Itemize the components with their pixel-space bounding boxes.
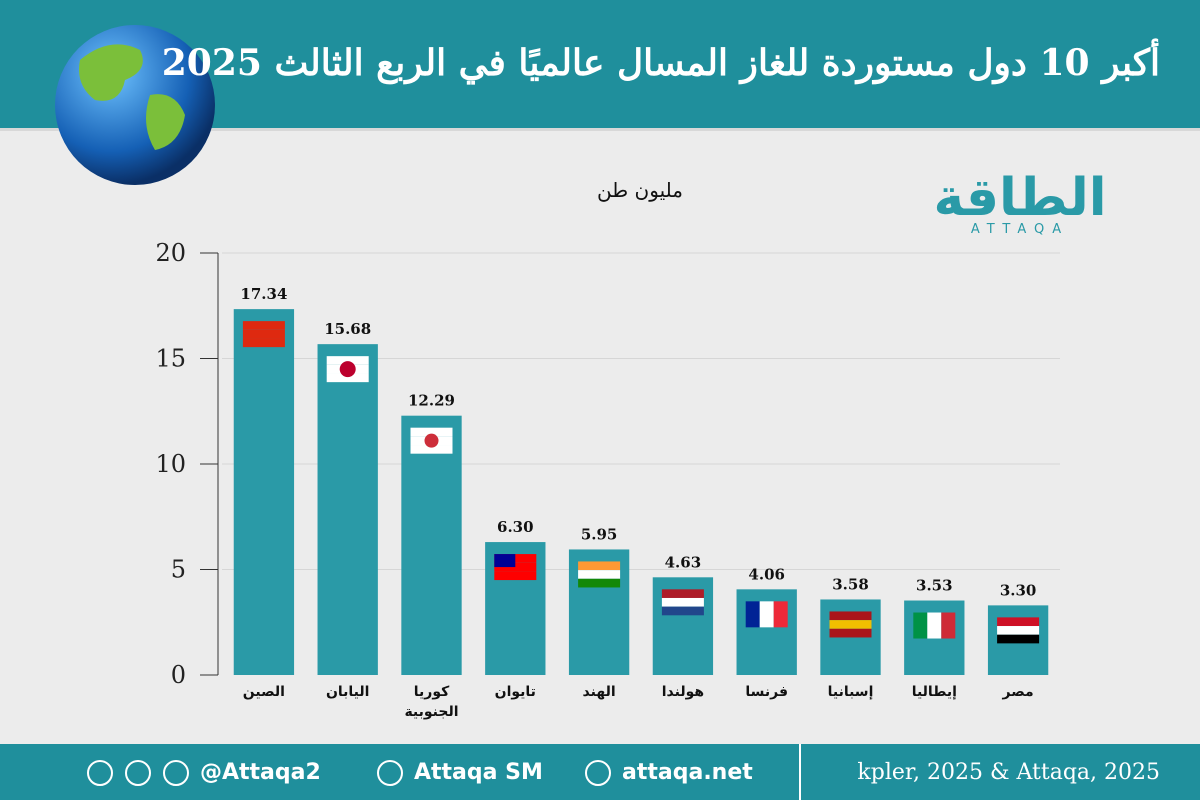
y-tick-label: 15 [155, 345, 186, 373]
value-label: 3.58 [832, 575, 869, 593]
footer-source: kpler, 2025 & Attaqa, 2025 [857, 760, 1160, 785]
x-tick-label: الهند [582, 684, 616, 700]
x-tick-label: فرنسا [745, 684, 788, 700]
chart-title: أكبر 10 دول مستوردة للغاز المسال عالميًا… [161, 42, 1160, 84]
flag [913, 612, 928, 639]
x-tick-label: كوريا الجنوبية [404, 684, 459, 720]
flag [494, 554, 516, 568]
x-tick-label: هولندا [661, 684, 705, 700]
y-axis-label: مليون طن [597, 178, 683, 202]
bar [317, 344, 378, 675]
flag [927, 612, 942, 639]
flag [578, 578, 621, 588]
y-tick-label: 5 [171, 556, 186, 584]
flag [494, 562, 537, 572]
flag [242, 329, 285, 339]
y-tick-label: 20 [155, 239, 186, 267]
flag [829, 620, 872, 629]
social-icons [87, 760, 611, 786]
flag [242, 338, 285, 348]
flag [410, 445, 453, 454]
flag [759, 601, 774, 628]
flag [339, 361, 356, 378]
footer-band [0, 744, 1200, 800]
value-label: 4.63 [665, 553, 702, 571]
value-label: 6.30 [497, 518, 534, 536]
value-label: 17.34 [240, 285, 287, 303]
flag [661, 597, 704, 607]
flag [578, 570, 621, 579]
flag [661, 606, 704, 616]
flag [424, 433, 439, 448]
value-label: 12.29 [408, 392, 455, 410]
flag [997, 626, 1040, 635]
x-tick-label: إسبانيا [827, 684, 874, 700]
flag [410, 427, 453, 437]
flag [997, 634, 1040, 644]
footer-handle: @Attaqa2 [200, 760, 321, 785]
flag [745, 601, 760, 628]
x-tick-label: الصين [242, 684, 285, 700]
header-rule [0, 128, 1200, 131]
value-label: 5.95 [581, 525, 618, 543]
value-label: 4.06 [748, 565, 785, 583]
footer-website: attaqa.net [622, 760, 753, 785]
logo-text: الطاقة [933, 168, 1106, 228]
flag [773, 601, 788, 628]
x-tick-label: مصر [1002, 684, 1034, 700]
x-tick-label: تايوان [494, 684, 536, 700]
flag [829, 611, 872, 621]
value-label: 3.53 [916, 577, 953, 595]
flag [242, 321, 285, 330]
flag [326, 356, 369, 365]
flag [326, 373, 369, 383]
globe-land [79, 44, 185, 150]
value-label: 3.30 [1000, 581, 1037, 599]
footer-youtube: Attaqa SM [414, 760, 543, 785]
y-tick-label: 0 [171, 661, 186, 689]
bar [401, 415, 462, 675]
flag [578, 561, 621, 571]
flag [941, 612, 956, 639]
y-tick-label: 10 [155, 450, 186, 478]
logo-latin: ATTAQA [971, 222, 1069, 237]
x-tick-label: إيطاليا [911, 684, 957, 700]
flag [494, 571, 537, 581]
value-label: 15.68 [324, 320, 371, 338]
flag [661, 589, 704, 598]
flag [997, 617, 1040, 627]
x-tick-label: اليابان [325, 684, 370, 700]
bar [233, 309, 295, 675]
flag [829, 628, 872, 638]
